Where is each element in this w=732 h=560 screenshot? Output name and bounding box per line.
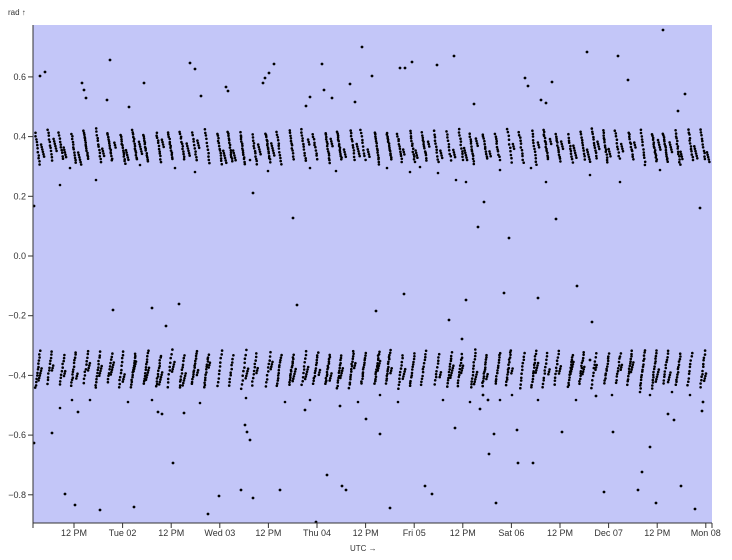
y-tick-label: 0.2 (13, 191, 26, 201)
x-tick-label: 12 PM (61, 528, 87, 538)
x-axis-ticks: 12 PM Tue 02 12 PM Wed 03 12 PM Thu 04 12 PM Fr… (32, 523, 721, 538)
x-tick-label: 12 PM (547, 528, 573, 538)
x-tick-label: Fri 05 (403, 528, 426, 538)
y-tick-label: −0.6 (8, 430, 26, 440)
y-tick-label: −0.2 (8, 311, 26, 321)
y-axis-ticks: 0.6 0.4 0.2 0.0 −0.2 −0.4 −0.6 −0.8 (8, 72, 33, 500)
x-tick-label: Sat 06 (498, 528, 524, 538)
x-tick-label: 12 PM (158, 528, 184, 538)
x-tick-label: 12 PM (450, 528, 476, 538)
y-tick-label: 0.4 (13, 132, 26, 142)
x-axis-title: UTC → (350, 544, 377, 553)
y-tick-label: 0.6 (13, 72, 26, 82)
x-tick-label: Dec 07 (594, 528, 623, 538)
x-tick-label: Tue 02 (109, 528, 137, 538)
y-tick-label: −0.4 (8, 370, 26, 380)
y-tick-label: −0.8 (8, 490, 26, 500)
x-tick-label: 12 PM (353, 528, 379, 538)
plot-background (33, 25, 712, 523)
x-tick-label: Wed 03 (204, 528, 235, 538)
y-axis-title: rad ↑ (8, 8, 26, 17)
x-tick-label: Thu 04 (303, 528, 331, 538)
x-tick-label: 12 PM (255, 528, 281, 538)
y-tick-label: 0.0 (13, 251, 26, 261)
data-points (32, 28, 711, 524)
x-tick-label: Mon 08 (691, 528, 721, 538)
x-tick-label: 12 PM (644, 528, 670, 538)
